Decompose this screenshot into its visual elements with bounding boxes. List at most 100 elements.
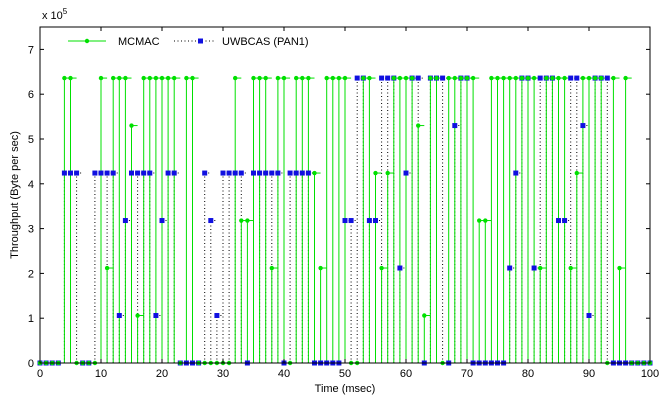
- uwbcas-point-77: [507, 265, 513, 271]
- mcmac-point-11: [104, 265, 110, 271]
- mcmac-point-18: [147, 75, 152, 81]
- mcmac-point-10: [98, 75, 104, 81]
- uwbcas-point-5: [68, 170, 73, 176]
- mcmac-point-4: [62, 75, 67, 81]
- legend-marker-mcmac: [84, 38, 90, 44]
- x-tick-label: 10: [95, 368, 107, 380]
- uwbcas-point-43: [299, 170, 305, 176]
- mcmac-point-34: [245, 218, 250, 223]
- uwbcas-point-88: [574, 75, 580, 81]
- mcmac-point-49: [336, 75, 342, 81]
- mcmac-point-71: [470, 75, 476, 81]
- uwbcas-point-30: [220, 170, 226, 176]
- uwbcas-point-35: [251, 170, 256, 176]
- y-tick-label: 5: [28, 134, 34, 146]
- mcmac-point-16: [135, 313, 140, 318]
- mcmac-point-90: [586, 75, 592, 81]
- mcmac-point-21: [165, 75, 171, 81]
- uwbcas-point-18: [147, 170, 153, 176]
- uwbcas-point-82: [537, 75, 543, 81]
- uwbcas-point-44: [305, 170, 311, 176]
- uwbcas-point-60: [403, 170, 409, 176]
- mcmac-point-61: [409, 75, 415, 81]
- mcmac-point-95: [617, 265, 622, 271]
- uwbcas-point-90: [586, 313, 592, 319]
- x-tick-label: 100: [641, 368, 659, 380]
- mcmac-point-87: [568, 265, 573, 271]
- y-tick-label: 2: [28, 268, 34, 280]
- uwbcas-point-16: [135, 170, 141, 176]
- mcmac-point-14: [123, 75, 128, 81]
- uwbcas-point-50: [342, 218, 348, 224]
- uwbcas-point-6: [74, 170, 80, 176]
- y-tick-label: 6: [28, 89, 34, 101]
- uwbcas-point-28: [208, 218, 214, 224]
- mcmac-point-60: [403, 75, 409, 81]
- mcmac-point-63: [422, 313, 427, 318]
- legend-label-mcmac: MCMAC: [118, 36, 160, 48]
- mcmac-point-32: [233, 75, 238, 81]
- mcmac-point-35: [251, 75, 256, 81]
- uwbcas-point-13: [116, 313, 122, 319]
- x-tick-label: 50: [339, 368, 351, 380]
- mcmac-point-89: [580, 75, 586, 81]
- uwbcas-point-59: [397, 265, 403, 271]
- mcmac-point-75: [495, 75, 500, 81]
- mcmac-point-57: [385, 170, 390, 176]
- mcmac-point-68: [452, 75, 457, 81]
- uwbcas-point-56: [379, 75, 385, 81]
- mcmac-point-15: [129, 123, 134, 128]
- mcmac-point-77: [507, 75, 512, 81]
- mcmac-point-19: [153, 75, 159, 81]
- uwbcas-point-85: [556, 218, 561, 224]
- x-tick-label: 20: [156, 368, 168, 380]
- mcmac-point-46: [318, 265, 323, 271]
- uwbcas-point-20: [159, 218, 165, 224]
- y-tick-label: 3: [28, 224, 34, 236]
- mcmac-point-74: [489, 75, 494, 81]
- mcmac-point-24: [184, 75, 189, 81]
- y-axis-label: Throughput (Byte per sec): [9, 131, 21, 259]
- x-tick-label: 60: [400, 368, 412, 380]
- y-exponent-label: x 105: [42, 7, 68, 22]
- mcmac-point-96: [623, 75, 628, 81]
- mcmac-point-53: [361, 75, 366, 81]
- mcmac-point-17: [141, 75, 146, 81]
- mcmac-point-88: [574, 170, 579, 176]
- uwbcas-point-17: [141, 170, 147, 176]
- uwbcas-point-36: [257, 170, 263, 176]
- uwbcas-point-93: [604, 75, 610, 81]
- mcmac-point-65: [434, 75, 439, 81]
- uwbcas-point-14: [122, 218, 128, 224]
- mcmac-point-25: [190, 75, 195, 81]
- legend-label-uwbcas: UWBCAS (PAN1): [222, 36, 309, 48]
- mcmac-point-20: [159, 75, 165, 81]
- uwbcas-point-89: [580, 123, 586, 129]
- uwbcas-point-15: [129, 170, 134, 176]
- x-tick-label: 40: [278, 368, 290, 380]
- uwbcas-point-39: [275, 170, 281, 176]
- mcmac-point-80: [525, 75, 531, 81]
- mcmac-point-39: [275, 75, 281, 81]
- mcmac-point-40: [281, 75, 287, 81]
- mcmac-point-85: [556, 75, 561, 81]
- mcmac-point-67: [446, 75, 451, 81]
- legend: MCMAC UWBCAS (PAN1): [68, 36, 309, 48]
- x-tick-label: 80: [522, 368, 534, 380]
- mcmac-point-59: [397, 75, 403, 81]
- uwbcas-point-55: [373, 218, 378, 224]
- mcmac-point-81: [531, 75, 537, 81]
- mcmac-point-64: [428, 75, 433, 81]
- mcmac-point-69: [458, 75, 464, 81]
- mcmac-point-13: [117, 75, 122, 81]
- uwbcas-point-41: [287, 170, 293, 176]
- uwbcas-point-27: [202, 170, 208, 176]
- uwbcas-point-11: [104, 170, 110, 176]
- mcmac-point-37: [263, 75, 268, 81]
- uwbcas-point-32: [232, 170, 238, 176]
- uwbcas-point-10: [98, 170, 104, 176]
- y-exponent-power: 5: [63, 7, 68, 16]
- uwbcas-point-42: [293, 170, 299, 176]
- mcmac-point-44: [306, 75, 311, 81]
